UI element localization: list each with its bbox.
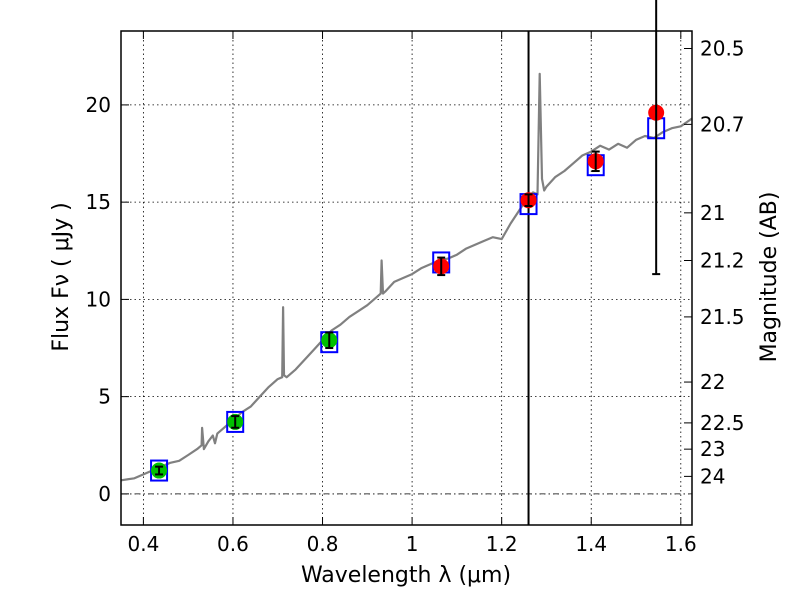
y-tick-label: 5 (98, 385, 111, 409)
y-axis-label: Flux Fν ( μJy ) (49, 202, 74, 351)
magnitude-tick-label: 20.7 (700, 112, 745, 136)
magnitude-tick-label: 24 (700, 464, 725, 488)
y-tick-label: 15 (86, 190, 111, 214)
y-tick-label: 0 (98, 482, 111, 506)
x-tick-label: 0.6 (217, 532, 249, 556)
x-tick-label: 0.4 (127, 532, 159, 556)
spectrum-line (120, 72, 693, 482)
plot-frame (120, 30, 693, 526)
magnitude-tick-label: 22.5 (700, 411, 745, 435)
grid-lines (121, 31, 692, 525)
magnitude-tick-label: 22 (700, 370, 725, 394)
axis-ticks: 0.4 0.6 0.8 1 1.2 1.4 1.6 0 5 10 15 20 20.5 20.7 21 21.… (86, 31, 745, 556)
right-axis-label: Magnitude (AB) (757, 192, 782, 363)
magnitude-tick-label: 20.5 (700, 37, 745, 61)
x-tick-label: 1.6 (665, 532, 697, 556)
y-tick-label: 20 (86, 93, 111, 117)
x-tick-label: 0.8 (307, 532, 339, 556)
data-marks (150, 0, 666, 482)
x-tick-label: 1 (406, 532, 419, 556)
magnitude-tick-label: 21 (700, 201, 725, 225)
x-tick-label: 1.4 (575, 532, 607, 556)
x-axis-label: Wavelength λ (μm) (301, 563, 511, 588)
x-tick-label: 1.2 (486, 532, 518, 556)
magnitude-tick-label: 21.5 (700, 305, 745, 329)
magnitude-tick-label: 23 (700, 437, 725, 461)
y-tick-label: 10 (86, 287, 111, 311)
magnitude-tick-label: 21.2 (700, 248, 745, 272)
